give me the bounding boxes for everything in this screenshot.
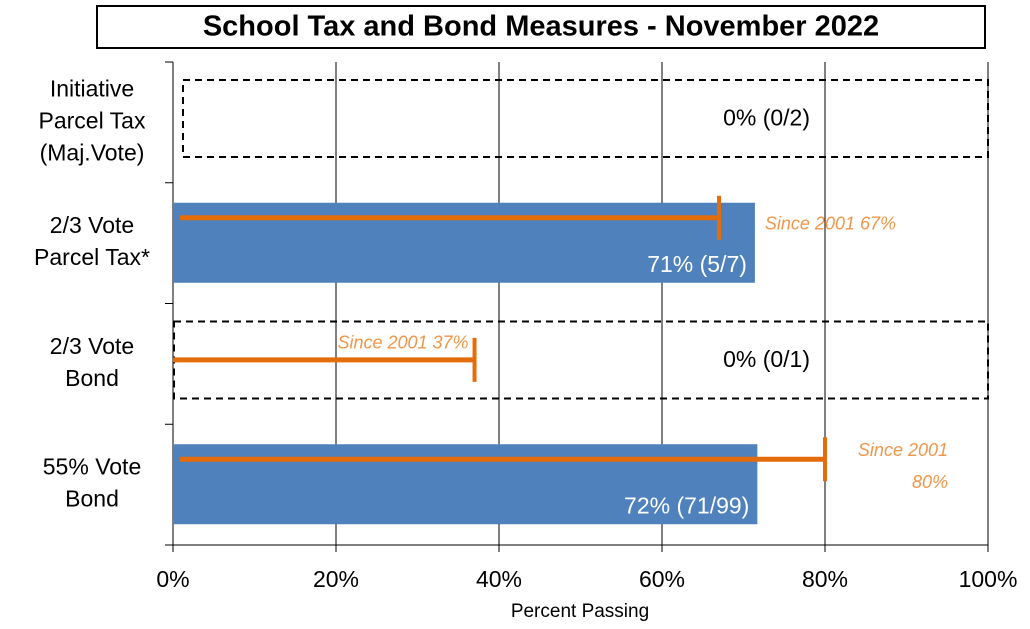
y-tick-label: (Maj.Vote) (40, 139, 145, 165)
y-tick-label: Parcel Tax* (34, 244, 150, 270)
y-tick-label: Bond (65, 365, 119, 391)
since-label: 80% (912, 472, 948, 492)
x-tick-label: 60% (639, 566, 685, 592)
since-label: Since 2001 67% (765, 214, 896, 234)
y-tick-label: Bond (65, 486, 119, 512)
value-label: 0% (0/1) (723, 346, 810, 372)
y-tick-label: 55% Vote (43, 454, 141, 480)
value-label: 72% (71/99) (624, 492, 749, 518)
y-tick-label: Initiative (50, 75, 134, 101)
empty-bar (182, 79, 989, 158)
title-box (96, 5, 986, 49)
value-label: 0% (0/2) (723, 104, 810, 130)
y-tick-label: 2/3 Vote (50, 212, 134, 238)
y-tick-label: Parcel Tax (39, 107, 146, 133)
x-tick-label: 20% (313, 566, 359, 592)
chart-title: School Tax and Bond Measures - November … (203, 11, 879, 43)
x-tick-label: 0% (156, 566, 189, 592)
since-label: Since 2001 37% (337, 333, 468, 353)
value-label: 71% (5/7) (647, 251, 747, 277)
since-label: Since 2001 (858, 440, 948, 460)
x-axis-label: Percent Passing (511, 601, 649, 622)
y-tick-label: 2/3 Vote (50, 333, 134, 359)
x-tick-label: 80% (802, 566, 848, 592)
x-tick-label: 40% (476, 566, 522, 592)
x-tick-label: 100% (959, 566, 1018, 592)
